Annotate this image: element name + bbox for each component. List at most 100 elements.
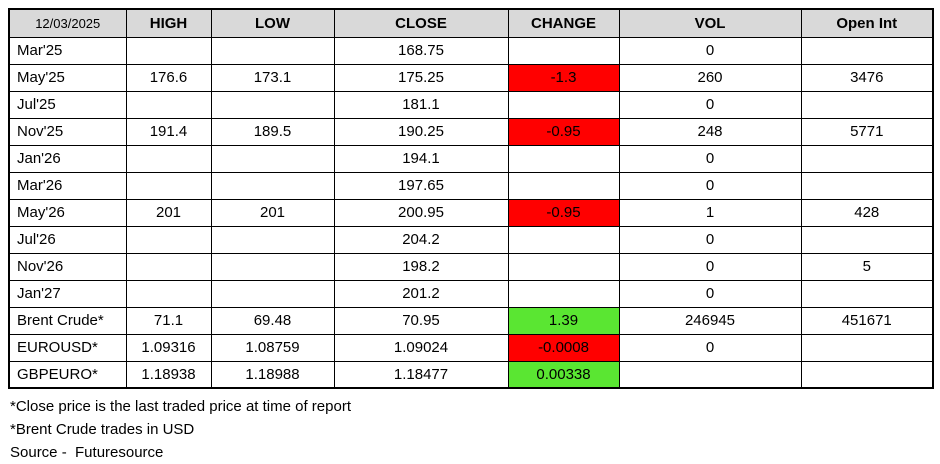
high-cell (125, 36, 212, 65)
low-cell: 1.18988 (210, 360, 335, 389)
col-header-vol: VOL (618, 8, 802, 38)
header-row: 12/03/2025 HIGH LOW CLOSE CHANGE VOL Ope… (8, 8, 934, 38)
change-cell: -1.3 (507, 63, 620, 92)
vol-cell: 248 (618, 117, 802, 146)
table-row: May'25 176.6 173.1 175.25 -1.3 260 3476 (8, 63, 934, 92)
low-cell (210, 171, 335, 200)
low-cell: 201 (210, 198, 335, 227)
vol-cell: 0 (618, 333, 802, 362)
change-cell (507, 36, 620, 65)
col-header-low: LOW (210, 8, 335, 38)
openint-cell (800, 36, 934, 65)
change-cell (507, 90, 620, 119)
row-label: Jul'26 (8, 225, 127, 254)
close-cell: 70.95 (333, 306, 509, 335)
table-row: GBPEURO* 1.18938 1.18988 1.18477 0.00338 (8, 360, 934, 389)
low-cell: 69.48 (210, 306, 335, 335)
openint-cell (800, 144, 934, 173)
change-cell (507, 171, 620, 200)
footnote-brent-usd: *Brent Crude trades in USD (10, 421, 195, 438)
col-header-openint: Open Int (800, 8, 934, 38)
row-label: Nov'26 (8, 252, 127, 281)
close-cell: 198.2 (333, 252, 509, 281)
footnotes: *Close price is the last traded price at… (10, 395, 940, 464)
footnote-close-price: *Close price is the last traded price at… (10, 398, 351, 415)
close-cell: 200.95 (333, 198, 509, 227)
table-row: Jan'26 194.1 0 (8, 144, 934, 173)
high-cell (125, 225, 212, 254)
row-label: Nov'25 (8, 117, 127, 146)
table-row: Jul'25 181.1 0 (8, 90, 934, 119)
vol-cell: 0 (618, 252, 802, 281)
openint-cell (800, 360, 934, 389)
close-cell: 181.1 (333, 90, 509, 119)
openint-cell: 5771 (800, 117, 934, 146)
high-cell (125, 252, 212, 281)
row-label: EUROUSD* (8, 333, 127, 362)
high-cell: 1.09316 (125, 333, 212, 362)
high-cell: 176.6 (125, 63, 212, 92)
change-cell: -0.0008 (507, 333, 620, 362)
openint-cell (800, 279, 934, 308)
high-cell (125, 144, 212, 173)
low-cell: 189.5 (210, 117, 335, 146)
openint-cell: 428 (800, 198, 934, 227)
table-row: Mar'26 197.65 0 (8, 171, 934, 200)
openint-cell (800, 333, 934, 362)
change-cell: 0.00338 (507, 360, 620, 389)
futures-price-table: 12/03/2025 HIGH LOW CLOSE CHANGE VOL Ope… (8, 8, 934, 389)
low-cell (210, 279, 335, 308)
vol-cell: 0 (618, 171, 802, 200)
vol-cell: 260 (618, 63, 802, 92)
source-line: Source - Futuresource (10, 444, 164, 461)
vol-cell (618, 360, 802, 389)
openint-cell: 5 (800, 252, 934, 281)
report-date: 12/03/2025 (8, 8, 127, 38)
col-header-close: CLOSE (333, 8, 509, 38)
vol-cell: 0 (618, 225, 802, 254)
table-row: Jan'27 201.2 0 (8, 279, 934, 308)
high-cell (125, 171, 212, 200)
col-header-change: CHANGE (507, 8, 620, 38)
high-cell: 191.4 (125, 117, 212, 146)
openint-cell (800, 90, 934, 119)
high-cell: 201 (125, 198, 212, 227)
table-row: Nov'25 191.4 189.5 190.25 -0.95 248 5771 (8, 117, 934, 146)
table-row: Nov'26 198.2 0 5 (8, 252, 934, 281)
change-cell: 1.39 (507, 306, 620, 335)
row-label: May'26 (8, 198, 127, 227)
low-cell: 1.08759 (210, 333, 335, 362)
low-cell (210, 90, 335, 119)
vol-cell: 1 (618, 198, 802, 227)
table-row: May'26 201 201 200.95 -0.95 1 428 (8, 198, 934, 227)
high-cell (125, 279, 212, 308)
table-row: Brent Crude* 71.1 69.48 70.95 1.39 24694… (8, 306, 934, 335)
close-cell: 197.65 (333, 171, 509, 200)
change-cell: -0.95 (507, 198, 620, 227)
vol-cell: 0 (618, 36, 802, 65)
high-cell: 1.18938 (125, 360, 212, 389)
low-cell (210, 144, 335, 173)
table-row: Mar'25 168.75 0 (8, 36, 934, 65)
close-cell: 175.25 (333, 63, 509, 92)
close-cell: 168.75 (333, 36, 509, 65)
close-cell: 204.2 (333, 225, 509, 254)
table-row: EUROUSD* 1.09316 1.08759 1.09024 -0.0008… (8, 333, 934, 362)
low-cell: 173.1 (210, 63, 335, 92)
change-cell (507, 225, 620, 254)
row-label: Mar'25 (8, 36, 127, 65)
change-cell (507, 252, 620, 281)
row-label: Jul'25 (8, 90, 127, 119)
high-cell: 71.1 (125, 306, 212, 335)
row-label: Jan'27 (8, 279, 127, 308)
close-cell: 190.25 (333, 117, 509, 146)
openint-cell: 3476 (800, 63, 934, 92)
low-cell (210, 225, 335, 254)
row-label: Jan'26 (8, 144, 127, 173)
change-cell (507, 279, 620, 308)
change-cell (507, 144, 620, 173)
openint-cell (800, 225, 934, 254)
row-label: Brent Crude* (8, 306, 127, 335)
col-header-high: HIGH (125, 8, 212, 38)
close-cell: 201.2 (333, 279, 509, 308)
